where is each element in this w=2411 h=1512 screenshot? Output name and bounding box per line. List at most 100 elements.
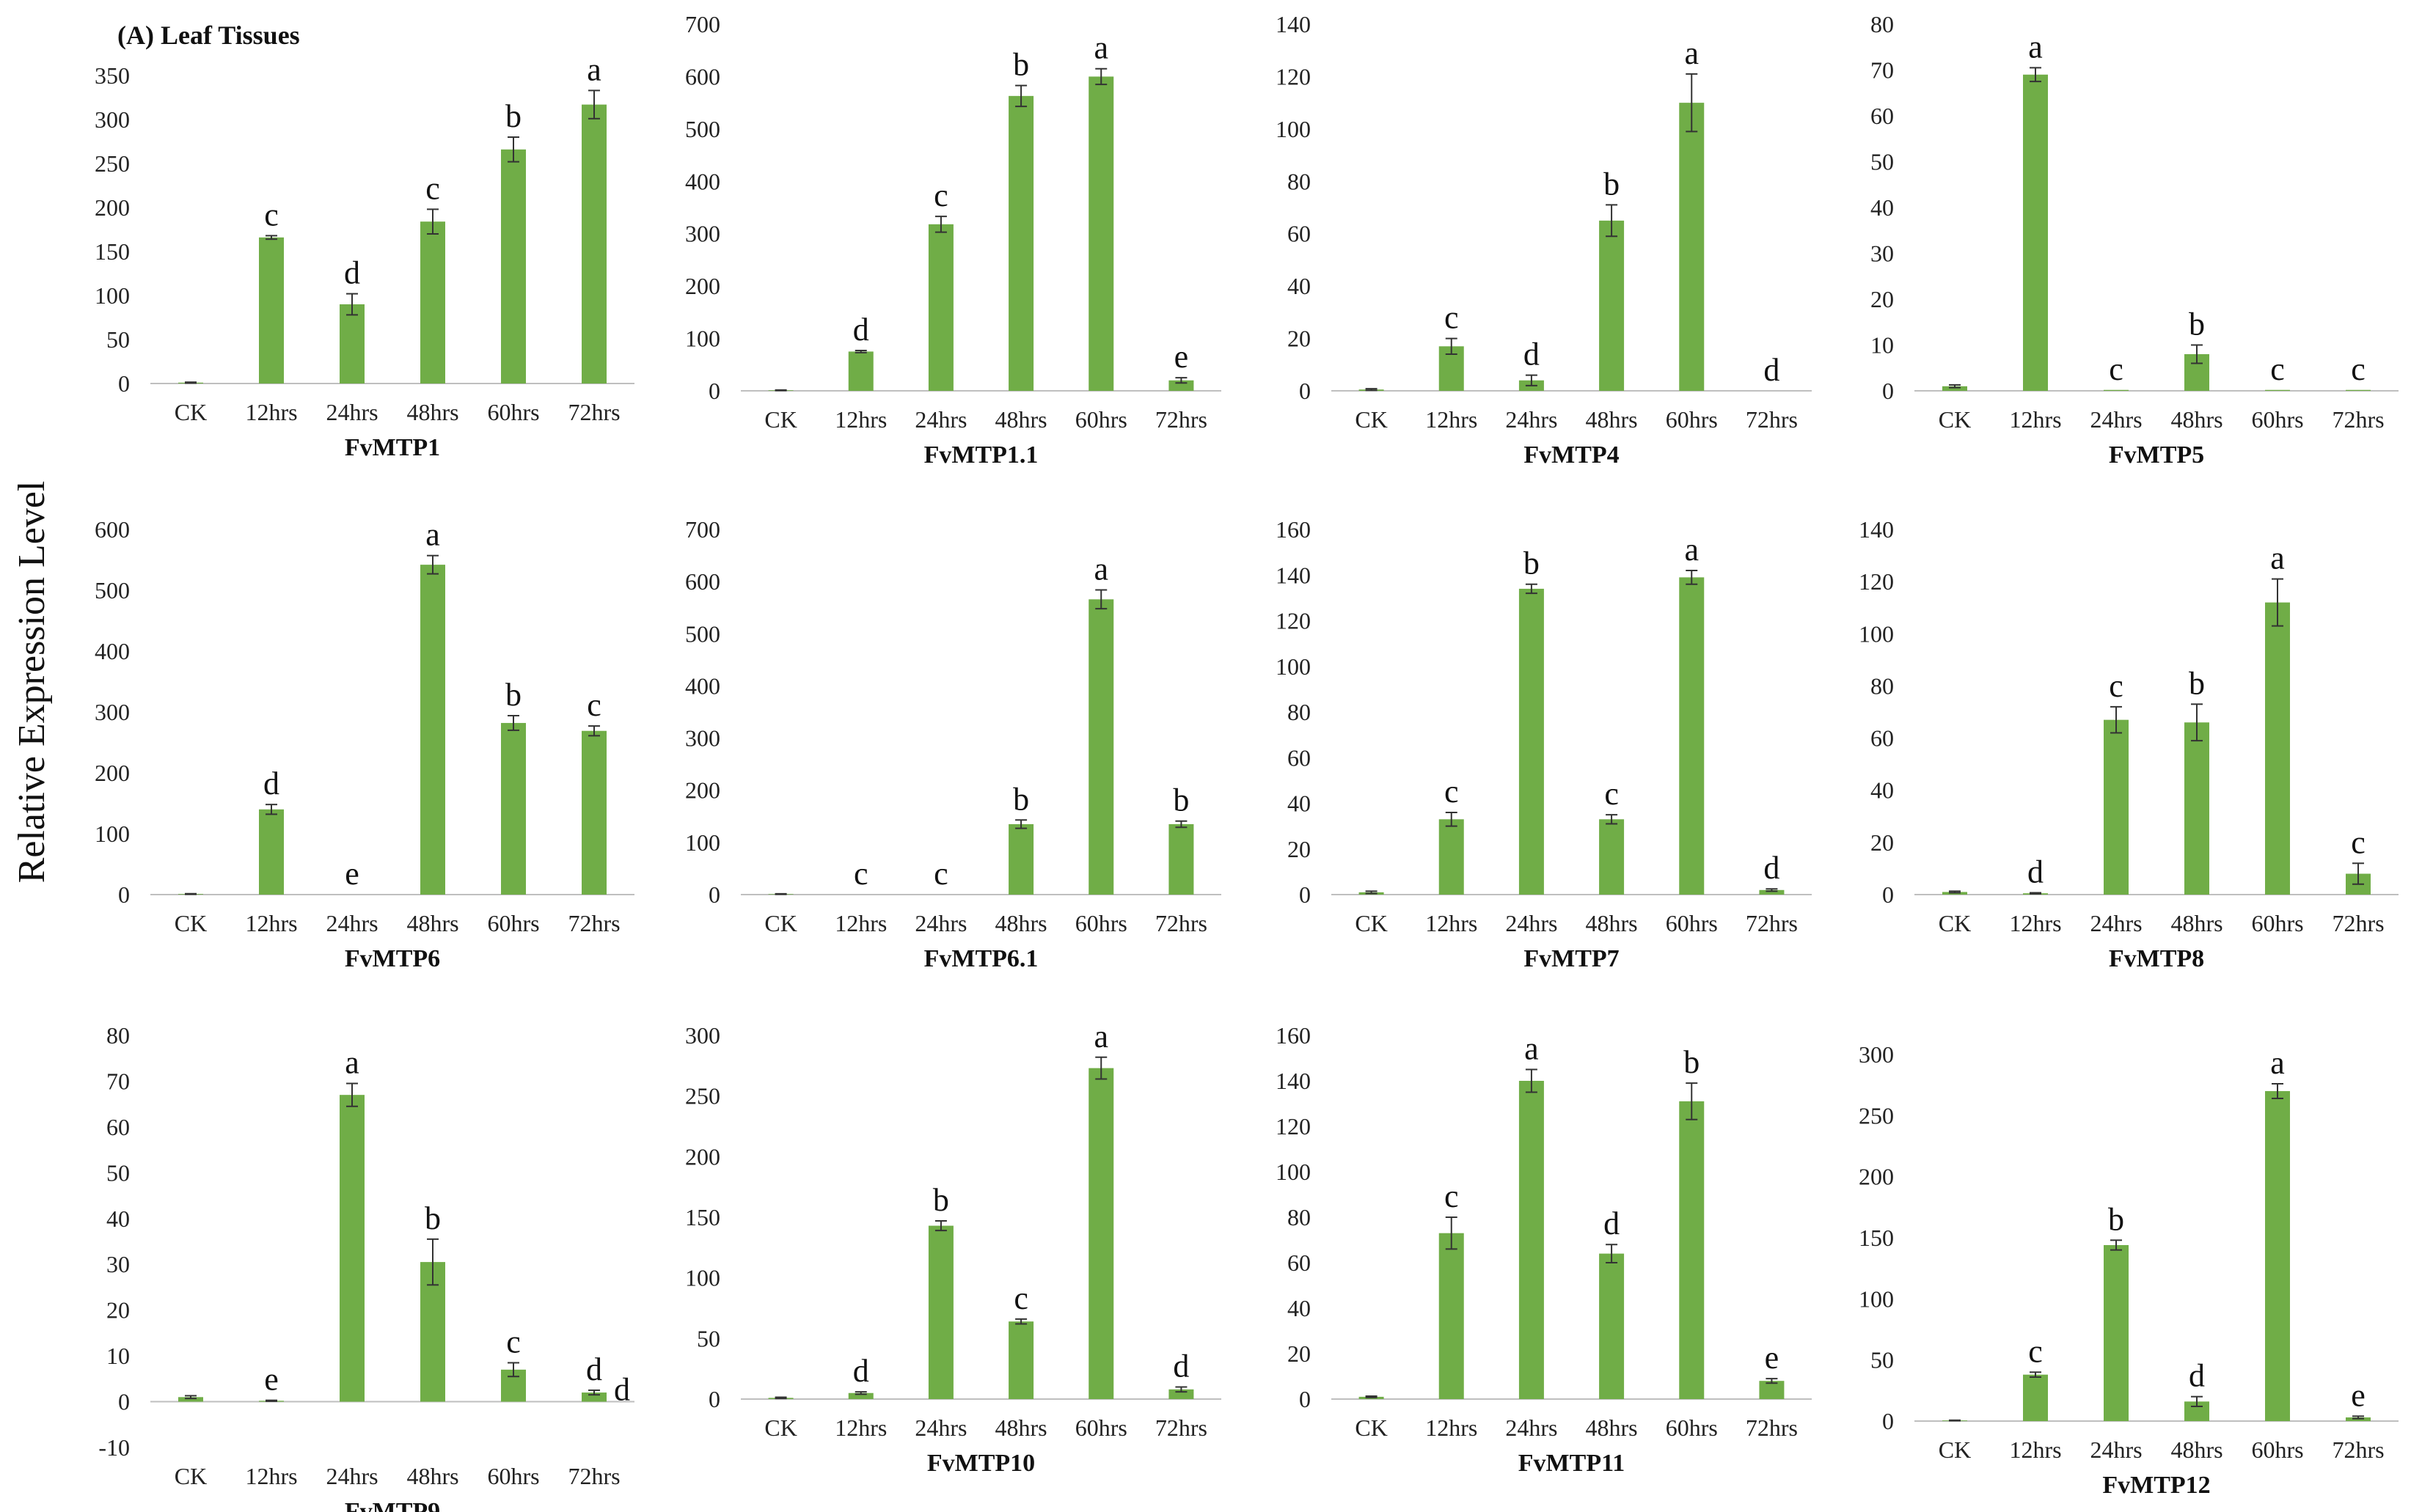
bar: [2265, 602, 2290, 895]
y-tick-label: 300: [95, 106, 130, 133]
significance-letter: a: [1094, 1019, 1108, 1054]
y-tick-label: 160: [1276, 1022, 1311, 1049]
significance-letter: c: [264, 197, 279, 232]
x-tick-label: CK: [1939, 406, 1971, 433]
x-tick-label: 24hrs: [915, 406, 967, 433]
significance-letter: a: [1094, 30, 1108, 66]
x-tick-label: CK: [175, 399, 207, 425]
x-tick-label: 24hrs: [2090, 1436, 2142, 1463]
y-tick-label: 60: [1870, 103, 1894, 129]
x-tick-label: 48hrs: [1586, 1414, 1638, 1441]
x-tick-label: 24hrs: [1505, 406, 1557, 433]
y-tick-label: 120: [1276, 608, 1311, 634]
y-tick-label: 500: [685, 620, 720, 647]
x-tick-label: 24hrs: [915, 1414, 967, 1441]
significance-letter: a: [1094, 551, 1108, 587]
bar: [340, 304, 365, 383]
chart-panel-6: 0 100 200 300 400 500 600 700 CK 12hrs c 24hrs c 48hr…: [685, 516, 1221, 972]
x-tick-label: 60hrs: [1075, 406, 1127, 433]
bar: [2265, 1091, 2290, 1421]
significance-letter: b: [1013, 47, 1029, 83]
y-tick-label: 100: [1859, 1285, 1894, 1312]
chart-panel-5: 0 100 200 300 400 500 600 CK 12hrs d 24hrs e 48hrs a 6…: [95, 516, 634, 972]
significance-letter: b: [2108, 1201, 2124, 1237]
y-tick-label: 140: [1276, 11, 1311, 37]
x-tick-label: 24hrs: [1505, 910, 1557, 936]
y-tick-label: 600: [685, 63, 720, 89]
bar: [1518, 1081, 1544, 1399]
y-tick-label: 700: [685, 516, 720, 543]
chart-title: FvMTP7: [1523, 945, 1619, 972]
bar: [582, 104, 607, 383]
chart-title: FvMTP12: [2102, 1472, 2210, 1499]
y-tick-label: 70: [1870, 57, 1894, 84]
significance-letter: a: [425, 517, 440, 553]
y-tick-label: 140: [1859, 516, 1894, 543]
significance-letter: c: [854, 856, 868, 892]
bar: [1089, 1068, 1114, 1399]
bar: [1089, 76, 1114, 391]
y-tick-label: 20: [1870, 829, 1894, 856]
significance-letter: e: [264, 1362, 279, 1398]
y-tick-label: 120: [1276, 1113, 1311, 1139]
x-tick-label: 12hrs: [245, 910, 297, 936]
bar: [1599, 1253, 1625, 1399]
y-tick-label: 50: [106, 326, 130, 353]
x-tick-label: 12hrs: [1425, 1414, 1477, 1441]
x-tick-label: 12hrs: [835, 406, 887, 433]
y-axis-label: Relative Expression Level: [11, 481, 53, 884]
bar: [2104, 719, 2129, 895]
bar: [582, 730, 607, 895]
bar: [2184, 722, 2209, 895]
chart-title: FvMTP10: [927, 1450, 1035, 1477]
y-tick-label: 20: [1870, 286, 1894, 312]
y-tick-label: 100: [1276, 116, 1311, 142]
y-tick-label: 50: [106, 1159, 130, 1186]
chart-panel-12: 0 50 100 150 200 250 300 CK 12hrs c 24hrs b 48hrs d 60…: [1859, 1041, 2399, 1499]
y-tick-label: 300: [685, 221, 720, 247]
x-tick-label: 48hrs: [1586, 910, 1638, 936]
y-tick-label: 200: [95, 760, 130, 786]
chart-title: FvMTP5: [2109, 441, 2204, 469]
significance-letter: c: [1014, 1280, 1028, 1316]
x-tick-label: CK: [764, 406, 797, 433]
chart-title: FvMTP1: [345, 434, 440, 461]
x-tick-label: 24hrs: [2090, 910, 2142, 936]
significance-letter: c: [2109, 351, 2123, 387]
y-tick-label: 200: [685, 1143, 720, 1170]
y-tick-label: 0: [118, 881, 130, 908]
bar: [2346, 389, 2371, 391]
bar: [259, 237, 284, 383]
x-tick-label: 48hrs: [2170, 910, 2222, 936]
significance-letter: d: [614, 1372, 630, 1408]
y-tick-label: 20: [1287, 326, 1311, 352]
chart-panel-4: 0 10 20 30 40 50 60 70 80 CK 12hrs a 24hrs c 48hrs b 60h…: [1870, 11, 2399, 469]
x-tick-label: 60hrs: [2251, 1436, 2303, 1463]
y-tick-label: 80: [1870, 672, 1894, 699]
y-tick-label: 80: [1287, 168, 1311, 194]
bar: [420, 565, 445, 895]
x-tick-label: 24hrs: [326, 399, 378, 425]
y-tick-label: 300: [685, 1022, 720, 1049]
y-tick-label: 600: [685, 568, 720, 595]
chart-title: FvMTP1.1: [924, 441, 1039, 469]
chart-panel-9: -10 0 10 20 30 40 50 60 70 80 CK 12hrs e 24hrs a 48hrs b…: [98, 1022, 634, 1512]
y-tick-label: 0: [1882, 1408, 1894, 1434]
bar: [848, 1392, 874, 1399]
y-tick-label: 400: [685, 168, 720, 194]
bar: [1599, 819, 1625, 895]
significance-letter: b: [1013, 781, 1029, 817]
y-tick-label: 140: [1276, 1068, 1311, 1094]
y-tick-label: 150: [1859, 1225, 1894, 1251]
x-tick-label: 60hrs: [1666, 406, 1718, 433]
y-tick-label: 700: [685, 11, 720, 37]
x-tick-label: 60hrs: [1075, 1414, 1127, 1441]
y-tick-label: 40: [1870, 777, 1894, 804]
y-tick-label: 120: [1276, 63, 1311, 89]
y-tick-label: 200: [685, 777, 720, 804]
significance-letter: d: [853, 312, 869, 348]
bar: [1168, 1389, 1194, 1399]
bar: [1759, 889, 1785, 895]
bar: [1679, 577, 1705, 895]
